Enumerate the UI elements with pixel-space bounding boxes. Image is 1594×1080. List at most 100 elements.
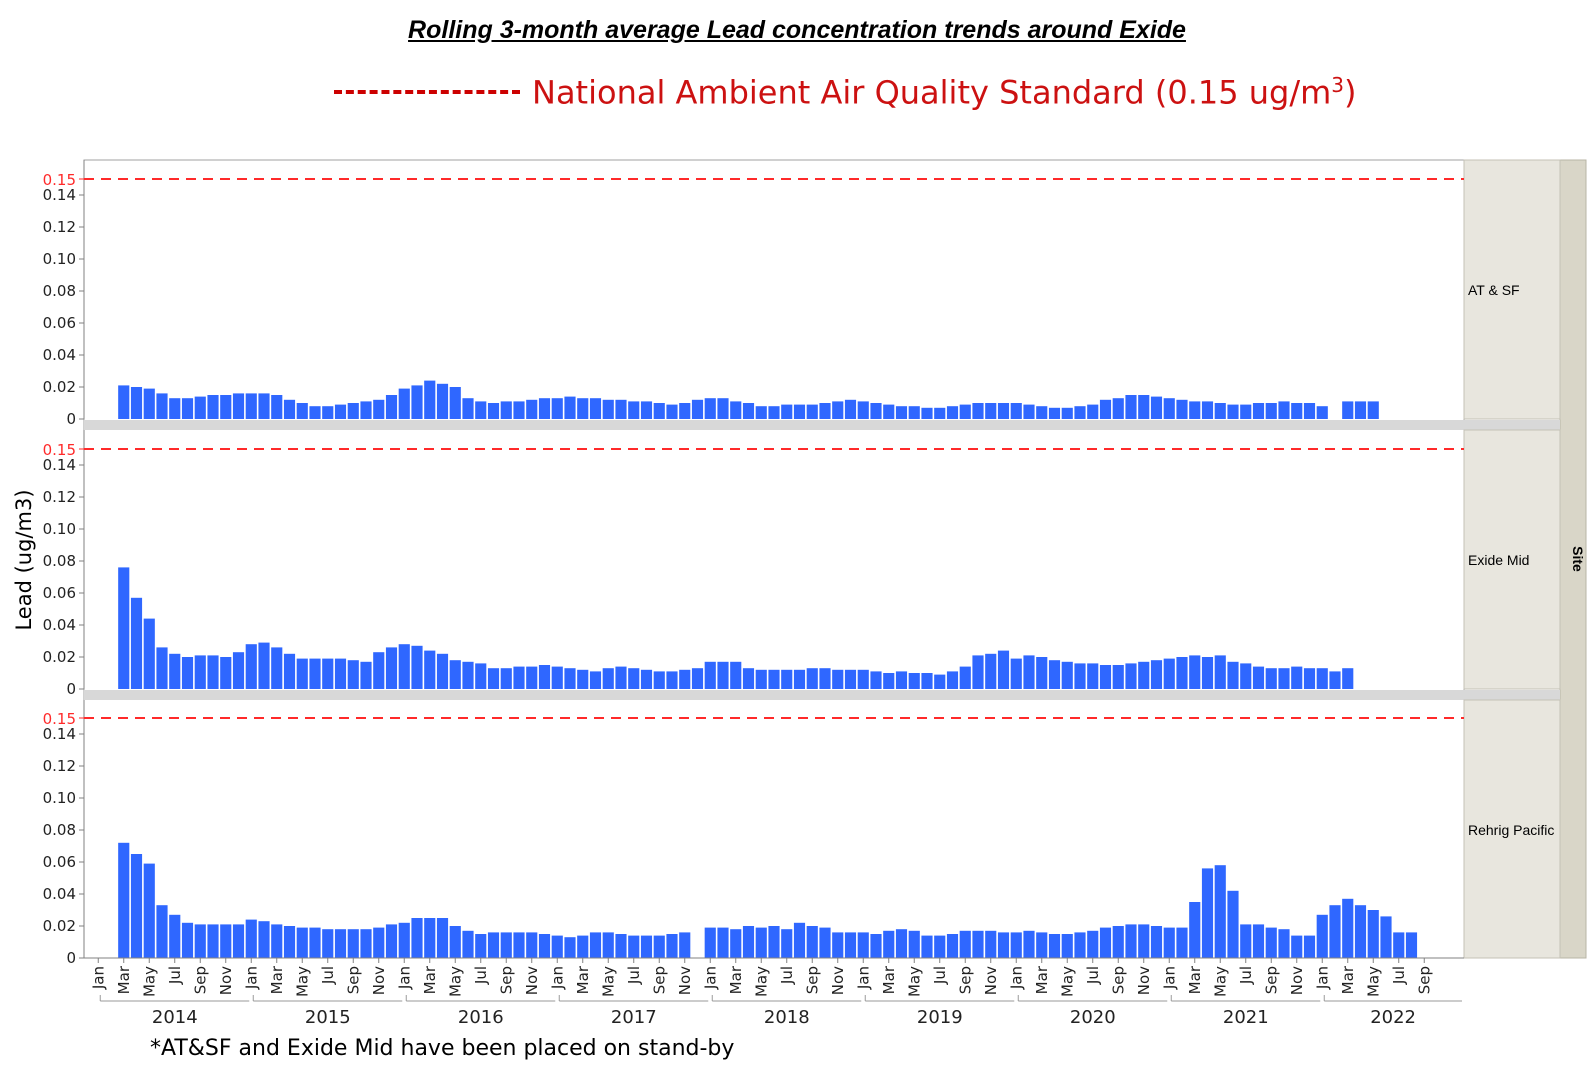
- data-bar: [1189, 401, 1201, 419]
- x-month-label: Jan: [548, 966, 566, 990]
- x-month-label: Jan: [242, 966, 260, 990]
- reference-line-label: 0.15: [43, 710, 76, 728]
- data-bar: [181, 398, 194, 419]
- data-bar: [717, 398, 729, 419]
- data-bar: [1061, 407, 1073, 419]
- data-bar: [398, 922, 410, 958]
- data-bar: [704, 661, 716, 689]
- data-bar: [1163, 927, 1175, 958]
- data-bar: [1227, 661, 1239, 689]
- data-bar: [1112, 926, 1124, 958]
- data-bar: [908, 673, 920, 689]
- data-bar: [1163, 398, 1175, 419]
- data-bar: [908, 930, 920, 958]
- data-bar: [997, 650, 1010, 689]
- x-month-label: Sep: [1415, 966, 1433, 994]
- data-bar: [1087, 930, 1099, 958]
- data-bar: [1291, 666, 1303, 689]
- data-bar: [245, 919, 257, 958]
- data-bar: [1252, 666, 1265, 689]
- data-bar: [526, 932, 538, 958]
- data-bar: [538, 665, 551, 689]
- x-year-label: 2015: [305, 1007, 351, 1028]
- data-bar: [793, 404, 806, 419]
- data-bar: [487, 932, 500, 958]
- data-bar: [1278, 401, 1290, 419]
- data-bar: [1048, 934, 1061, 958]
- data-bar: [385, 647, 398, 689]
- data-bar: [602, 668, 614, 689]
- data-bar: [500, 668, 512, 689]
- x-month-label: Nov: [676, 966, 694, 995]
- x-month-label: Nov: [370, 966, 388, 995]
- x-year-label: 2019: [917, 1007, 963, 1028]
- data-bar: [271, 924, 283, 958]
- data-bar: [258, 921, 270, 958]
- data-bar: [819, 927, 831, 958]
- data-bar: [436, 653, 449, 689]
- data-bar: [143, 388, 155, 419]
- data-bar: [449, 387, 461, 419]
- data-bar: [640, 669, 653, 689]
- y-tick-label: 0.12: [43, 757, 76, 775]
- data-bar: [283, 399, 296, 419]
- data-bar: [959, 404, 971, 419]
- x-month-label: Sep: [650, 966, 668, 994]
- data-bar: [1112, 665, 1124, 689]
- data-bar: [921, 935, 933, 958]
- data-bar: [1303, 403, 1316, 419]
- data-bar: [245, 644, 257, 689]
- data-bar: [1074, 663, 1086, 689]
- data-bar: [1010, 658, 1022, 689]
- data-bar: [1265, 403, 1277, 419]
- x-month-label: Mar: [1033, 965, 1051, 994]
- data-bar: [118, 842, 130, 958]
- data-bar: [934, 674, 946, 689]
- data-bar: [1214, 865, 1226, 958]
- data-bar: [1380, 916, 1392, 958]
- x-year-label: 2014: [152, 1007, 198, 1028]
- data-bar: [322, 658, 334, 689]
- data-bar: [1354, 905, 1367, 958]
- data-bar: [1189, 655, 1201, 689]
- data-bar: [1061, 934, 1073, 958]
- data-bar: [1112, 398, 1124, 419]
- data-bar: [424, 380, 436, 419]
- data-bar: [1201, 868, 1214, 958]
- data-bar: [577, 398, 589, 419]
- data-bar: [921, 673, 933, 689]
- data-bar: [704, 398, 716, 419]
- x-month-label: May: [752, 966, 770, 997]
- x-month-label: Jan: [854, 966, 872, 990]
- data-bar: [411, 385, 423, 419]
- data-bar: [742, 403, 755, 419]
- x-month-label: Sep: [1262, 966, 1280, 994]
- data-bar: [844, 932, 857, 958]
- x-month-label: Mar: [421, 965, 439, 994]
- data-bar: [334, 929, 347, 958]
- data-bar: [181, 922, 194, 958]
- x-month-label: Jan: [1313, 966, 1331, 990]
- data-bar: [500, 401, 512, 419]
- data-bar: [258, 642, 270, 689]
- data-bar: [449, 660, 461, 689]
- data-bar: [347, 660, 359, 689]
- x-month-label: Jul: [625, 966, 643, 985]
- data-bar: [691, 399, 704, 419]
- data-bar: [615, 934, 627, 958]
- data-bar: [691, 668, 704, 689]
- panel-strip: [1463, 429, 1561, 690]
- data-bar: [1036, 406, 1048, 419]
- data-bar: [972, 655, 984, 689]
- data-bar: [475, 401, 487, 419]
- data-bar: [1138, 395, 1150, 419]
- data-bar: [832, 401, 844, 419]
- data-bar: [1265, 927, 1277, 958]
- data-bar: [666, 934, 678, 958]
- data-bar: [526, 666, 538, 689]
- x-month-label: May: [1211, 966, 1229, 997]
- data-bar: [934, 407, 946, 419]
- data-bar: [615, 399, 627, 419]
- panel-separator: [84, 420, 1560, 430]
- y-tick-label: 0.06: [43, 853, 76, 871]
